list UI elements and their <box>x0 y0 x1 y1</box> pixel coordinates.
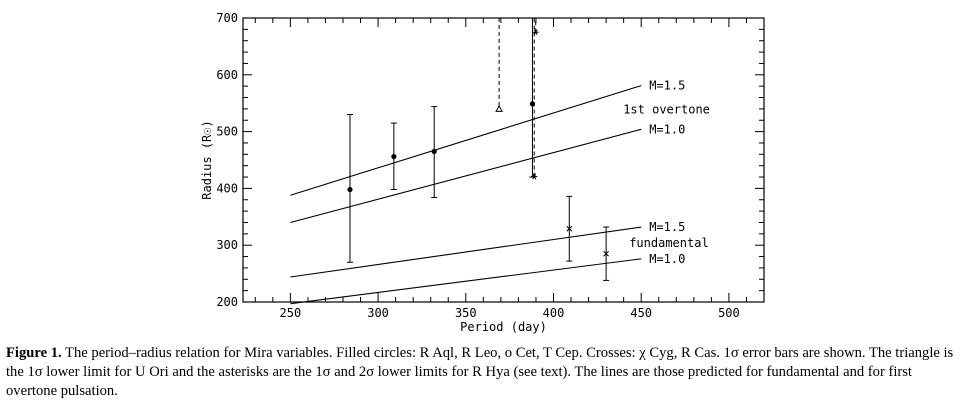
asterisk-point <box>531 173 538 180</box>
x-axis-label: Period (day) <box>460 320 547 334</box>
model-line <box>290 258 642 305</box>
y-tick-label: 700 <box>216 11 238 25</box>
cross-point <box>566 225 573 232</box>
group-label-fundamental: fundamental <box>629 236 708 250</box>
y-tick-label: 400 <box>216 181 238 195</box>
x-tick-label: 300 <box>367 306 389 320</box>
model-line-label: M=1.0 <box>649 252 685 266</box>
x-tick-label: 400 <box>543 306 565 320</box>
y-axis-label: Radius (R☉) <box>200 120 214 199</box>
filled-circle-point <box>347 186 353 193</box>
filled-circle-point <box>431 148 437 155</box>
model-line-label: M=1.5 <box>649 220 685 234</box>
model-line <box>290 85 642 196</box>
plot-frame <box>242 17 765 303</box>
x-tick-label: 450 <box>630 306 652 320</box>
model-line-label: M=1.5 <box>649 79 685 93</box>
caption-text: The period–radius relation for Mira vari… <box>6 345 954 399</box>
x-tick-label: 500 <box>718 306 740 320</box>
y-tick-label: 600 <box>216 68 238 82</box>
period-radius-chart: 250 300 350 400 450 500 200 300 400 500 600 700 Peri… <box>200 11 765 334</box>
filled-circle-point <box>391 153 397 160</box>
y-tick-label: 500 <box>216 125 238 139</box>
cross-point <box>603 250 609 257</box>
figure-caption: Figure 1. The period–radius relation for… <box>6 344 966 401</box>
group-label-overtone: 1st overtone <box>623 102 710 116</box>
y-tick-label: 200 <box>216 295 238 309</box>
x-tick-label: 250 <box>280 306 302 320</box>
asterisk-point <box>532 29 539 36</box>
y-tick-label: 300 <box>216 238 238 252</box>
model-line <box>290 226 642 278</box>
caption-label: Figure 1. <box>6 345 62 361</box>
triangle-point <box>495 104 503 112</box>
model-line-label: M=1.0 <box>649 122 685 136</box>
x-tick-label: 350 <box>455 306 477 320</box>
model-line <box>290 128 642 224</box>
